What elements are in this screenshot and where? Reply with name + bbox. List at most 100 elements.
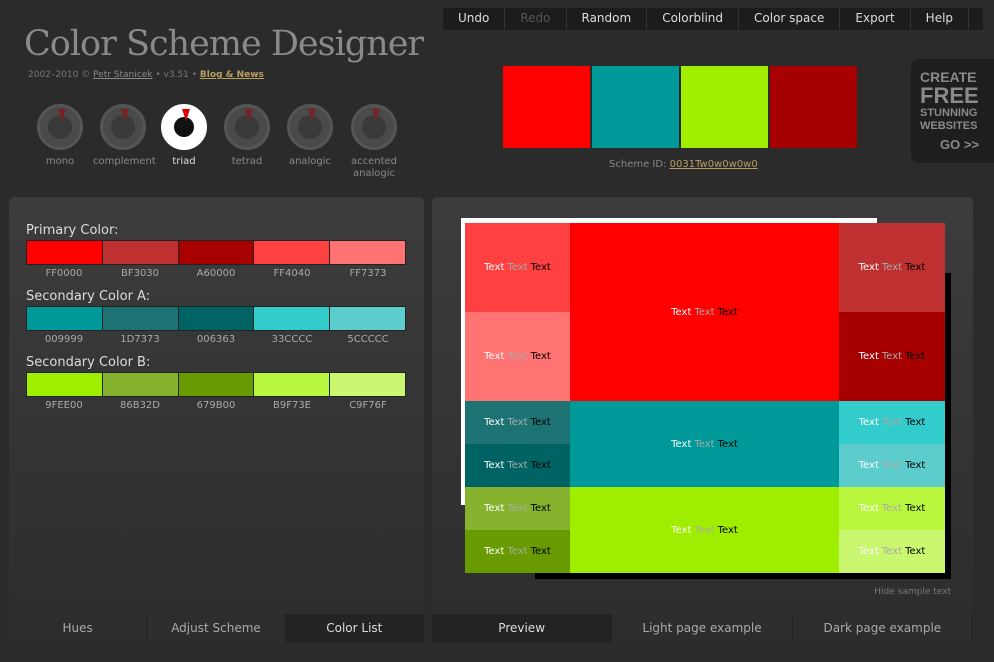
color-swatch[interactable] <box>27 307 103 330</box>
sample-text-light: Text <box>484 503 505 514</box>
preview-cell: Text Text Text <box>839 223 945 312</box>
mode-label: triad <box>172 156 196 167</box>
mode-triad[interactable]: triad <box>154 104 214 168</box>
secondary-b-codes: 9FEE00 86B32D 679B00 B9F73E C9F76F <box>26 400 406 411</box>
sample-text-mid: Text <box>881 351 903 362</box>
menu-random[interactable]: Random <box>567 8 648 30</box>
secondary-a-codes: 009999 1D7373 006363 33CCCC 5CCCCC <box>26 334 406 345</box>
color-code: C9F76F <box>349 400 387 411</box>
tab-preview[interactable]: Preview <box>432 614 613 642</box>
scheme-id-label: Scheme ID: <box>609 159 667 170</box>
sample-text-dark: Text <box>905 262 926 273</box>
color-code: FF4040 <box>273 268 311 279</box>
color-swatch[interactable] <box>178 307 255 330</box>
sample-text-light: Text <box>484 351 505 362</box>
mode-label: accented analogic <box>350 156 398 179</box>
scheme-id-link[interactable]: 0031Tw0w0w0w0 <box>669 159 758 170</box>
color-swatch[interactable] <box>254 241 331 264</box>
sample-text-dark: Text <box>530 546 551 557</box>
color-swatch[interactable] <box>178 241 255 264</box>
color-swatch[interactable] <box>102 373 179 396</box>
hide-sample-text-link[interactable]: Hide sample text <box>874 587 951 597</box>
color-swatch[interactable] <box>330 241 405 264</box>
sample-text-light: Text <box>858 262 879 273</box>
mode-label: complement <box>93 156 156 167</box>
scheme-swatches <box>503 66 857 148</box>
preview-cell: Text Text Text <box>465 444 570 487</box>
sample-text-light: Text <box>858 460 879 471</box>
mono-wheel-icon <box>37 104 83 150</box>
sample-text-dark: Text <box>530 262 551 273</box>
color-swatch[interactable] <box>254 307 331 330</box>
tab-color-list[interactable]: Color List <box>285 614 424 642</box>
mode-tetrad[interactable]: tetrad <box>217 104 277 168</box>
sample-text-dark: Text <box>717 524 738 536</box>
color-code: 679B00 <box>196 400 236 411</box>
secondary-b-swatch-row <box>26 372 406 397</box>
mode-mono[interactable]: mono <box>30 104 90 168</box>
sample-text-dark: Text <box>530 351 551 362</box>
menu-export[interactable]: Export <box>840 8 911 30</box>
preview-cell: Text Text Text <box>465 487 570 530</box>
sample-text-mid: Text <box>881 262 903 273</box>
secondary-a-swatch-row <box>26 306 406 331</box>
sample-text-mid: Text <box>507 262 528 273</box>
scheme-preview: Text Text Text Text Text Text Text Text Text T… <box>465 223 945 573</box>
preview-cell-main: Text Text Text <box>570 401 839 487</box>
sample-text-mid: Text <box>507 503 528 514</box>
sample-text-light: Text <box>858 546 879 557</box>
menu-help[interactable]: Help <box>911 8 970 30</box>
left-panel-tabs: Hues Adjust Scheme Color List <box>9 614 424 642</box>
color-swatch[interactable] <box>102 241 179 264</box>
tab-hues[interactable]: Hues <box>9 614 148 642</box>
preview-cell: Text Text Text <box>839 444 945 487</box>
preview-cell: Text Text Text <box>465 530 570 573</box>
menu-undo[interactable]: Undo <box>443 8 506 30</box>
mode-label: mono <box>45 156 75 167</box>
mode-analogic[interactable]: analogic <box>280 104 340 168</box>
credits-line: 2002–2010 © Petr Stanicek • v3.51 • Blog… <box>28 70 264 80</box>
sample-text-light: Text <box>671 524 692 536</box>
color-swatch[interactable] <box>254 373 331 396</box>
copyright-text: 2002–2010 © <box>28 70 91 80</box>
blog-link[interactable]: Blog & News <box>199 70 264 80</box>
color-code: 5CCCCC <box>347 334 389 345</box>
accented-analogic-wheel-icon <box>351 104 397 150</box>
tab-adjust-scheme[interactable]: Adjust Scheme <box>147 614 286 642</box>
color-swatch[interactable] <box>178 373 255 396</box>
preview-tabs: Preview Light page example Dark page exa… <box>432 614 973 642</box>
primary-codes: FF0000 BF3030 A60000 FF4040 FF7373 <box>26 268 406 279</box>
sample-text-dark: Text <box>530 503 551 514</box>
ad-line: FREE <box>920 83 979 108</box>
group-label: Secondary Color A: <box>26 289 151 304</box>
tab-light-page-example[interactable]: Light page example <box>612 614 793 642</box>
color-swatch[interactable] <box>330 307 405 330</box>
preview-cell: Text Text Text <box>839 487 945 530</box>
color-code: 33CCCC <box>271 334 313 345</box>
sample-text-mid: Text <box>507 546 528 557</box>
scheme-id: Scheme ID: 0031Tw0w0w0w0 <box>609 159 758 170</box>
preview-cell-main: Text Text Text <box>570 223 839 401</box>
menu-color-space[interactable]: Color space <box>739 8 841 30</box>
color-code: 86B32D <box>119 400 160 411</box>
color-code: 006363 <box>196 334 236 345</box>
menu-colorblind[interactable]: Colorblind <box>647 8 740 30</box>
sample-text-light: Text <box>484 262 505 273</box>
main-swatch <box>503 66 590 148</box>
color-swatch[interactable] <box>27 373 103 396</box>
color-swatch[interactable] <box>102 307 179 330</box>
color-code: FF7373 <box>349 268 387 279</box>
sample-text-dark: Text <box>905 417 926 428</box>
color-swatch[interactable] <box>330 373 405 396</box>
color-swatch[interactable] <box>27 241 103 264</box>
sample-text-dark: Text <box>717 438 738 450</box>
mode-accented-analogic[interactable]: accented analogic <box>344 104 404 180</box>
menu-redo[interactable]: Redo <box>505 8 567 30</box>
author-link[interactable]: Petr Stanicek <box>93 70 153 80</box>
ad-banner[interactable]: CREATE FREE STUNNING WEBSITES GO >> <box>911 59 994 163</box>
mode-complement[interactable]: complement <box>93 104 156 168</box>
sample-text-dark: Text <box>905 546 926 557</box>
ad-go-link[interactable]: GO >> <box>940 137 980 152</box>
group-label: Secondary Color B: <box>26 355 151 370</box>
tab-dark-page-example[interactable]: Dark page example <box>792 614 973 642</box>
